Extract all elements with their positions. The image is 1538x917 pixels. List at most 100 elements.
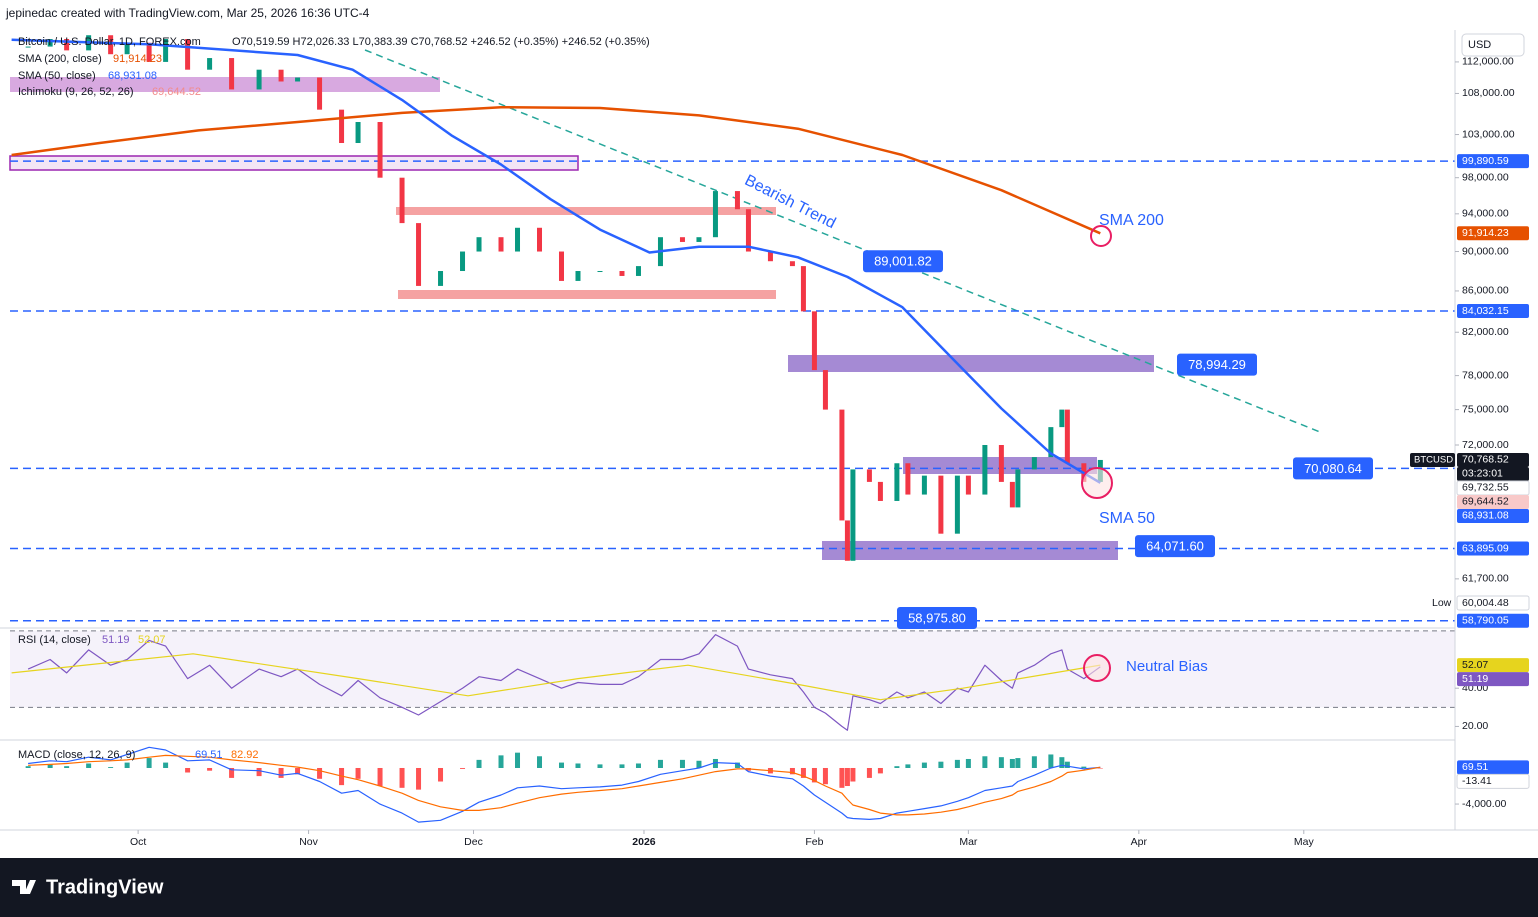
macd-histogram: [256, 767, 262, 777]
macd-histogram: [476, 759, 482, 768]
y-tick-label: 90,000.00: [1462, 245, 1509, 257]
sma-line: [11, 38, 1101, 484]
candle: [954, 475, 960, 534]
macd-histogram: [47, 764, 53, 768]
axis-tag: [1457, 494, 1529, 509]
candle: [1048, 427, 1054, 458]
candle: [64, 39, 70, 51]
y-tick-label: 72,000.00: [1462, 439, 1509, 451]
candle: [921, 475, 927, 495]
macd-histogram: [124, 762, 130, 768]
candle: [575, 271, 581, 281]
macd-histogram: [355, 767, 361, 779]
rsi-pane: [10, 630, 1455, 731]
price-box-label: 64,071.60: [1146, 539, 1204, 554]
candle: [295, 77, 301, 82]
x-tick-label: 2026: [632, 836, 656, 848]
y-tick-label: 103,000.00: [1462, 128, 1515, 140]
price-pane: [11, 35, 1103, 561]
candle: [1009, 481, 1015, 508]
macd-histogram: [921, 762, 927, 768]
zone: [398, 290, 776, 299]
currency-box[interactable]: [1461, 33, 1525, 57]
y-tick-label: -4,000.00: [1462, 798, 1507, 810]
legend-ohlc: O70,519.59 H72,026.33 L70,383.39 C70,768…: [232, 36, 650, 48]
candle: [399, 177, 405, 224]
candle: [438, 271, 444, 286]
candle: [1059, 409, 1065, 428]
axis-tag: [1457, 760, 1529, 775]
y-tick-label: 20.00: [1462, 720, 1488, 732]
macd-histogram: [800, 767, 806, 778]
candle: [537, 227, 543, 252]
x-tick-label: Apr: [1131, 836, 1148, 848]
candle: [185, 39, 191, 70]
price-box-label: 70,080.64: [1304, 461, 1362, 476]
legend-entry: Ichimoku (9, 26, 52, 26): [18, 86, 134, 98]
macd-histogram: [108, 767, 114, 768]
candle: [679, 237, 685, 242]
macd-histogram: [844, 767, 850, 787]
zone: [396, 207, 776, 215]
axis-tag: [1457, 672, 1529, 687]
y-tick-label: 61,700.00: [1462, 573, 1509, 585]
y-tick-label: 94,000.00: [1462, 208, 1509, 220]
legend-entry: MACD (close, 12, 26, 9): [18, 749, 135, 761]
candle: [278, 69, 284, 82]
candle: [767, 251, 773, 262]
axis-tag-label: 51.19: [1462, 673, 1488, 685]
candle: [47, 39, 53, 47]
candle: [207, 58, 213, 70]
x-tick-label: May: [1294, 836, 1315, 848]
macd-histogram: [86, 763, 92, 768]
macd-histogram: [696, 760, 702, 768]
legend-value: 52.07: [138, 634, 166, 646]
candle: [317, 77, 323, 110]
macd-histogram: [822, 767, 828, 785]
axis-tag-label: 69,732.55: [1462, 482, 1509, 494]
macd-histogram: [850, 767, 856, 782]
candle: [800, 266, 806, 312]
candle: [635, 266, 641, 276]
highlight: [1083, 654, 1111, 682]
macd-histogram: [1064, 761, 1070, 768]
axis-tag-label: 91,914.23: [1462, 227, 1509, 239]
macd-histogram: [734, 762, 740, 768]
x-tick-label: Feb: [805, 836, 823, 848]
y-tick-label: 78,000.00: [1462, 369, 1509, 381]
axis-tag: [1457, 452, 1529, 467]
macd-histogram: [558, 762, 564, 768]
axis-tag-label: 58,790.05: [1462, 615, 1509, 627]
macd-histogram: [460, 767, 466, 769]
axis-tag: [1457, 508, 1529, 523]
axis-tag-label: 52.07: [1462, 659, 1488, 671]
zone: [788, 355, 1154, 372]
macd-histogram: [811, 767, 817, 783]
price-box-label: 58,975.80: [908, 610, 966, 625]
macd-histogram: [679, 759, 685, 768]
candle: [619, 271, 625, 276]
axis-tag: [1457, 541, 1529, 556]
macd-histogram: [64, 766, 70, 768]
macd-histogram: [597, 764, 603, 768]
price-box: [897, 607, 977, 630]
axis-tag-label: 60,004.48: [1462, 597, 1509, 609]
candle: [416, 223, 422, 286]
candle: [822, 370, 828, 410]
brand[interactable]: TradingView: [46, 876, 164, 898]
legend-value: 68,931.08: [108, 70, 157, 82]
candle: [894, 463, 900, 501]
macd-histogram: [1059, 757, 1065, 768]
symbol-tag-label: BTCUSD: [1414, 454, 1453, 465]
macd-histogram: [657, 759, 663, 768]
axis-tag: [1456, 595, 1530, 611]
candle: [146, 42, 152, 62]
candle: [515, 227, 521, 252]
axis-tag: [1456, 773, 1530, 789]
macd-histogram: [1048, 754, 1054, 768]
candle: [460, 251, 466, 272]
y-tick-label: 86,000.00: [1462, 285, 1509, 297]
axis-tag-label: 68,931.08: [1462, 510, 1509, 522]
legend-value: 69,644.52: [152, 86, 201, 98]
